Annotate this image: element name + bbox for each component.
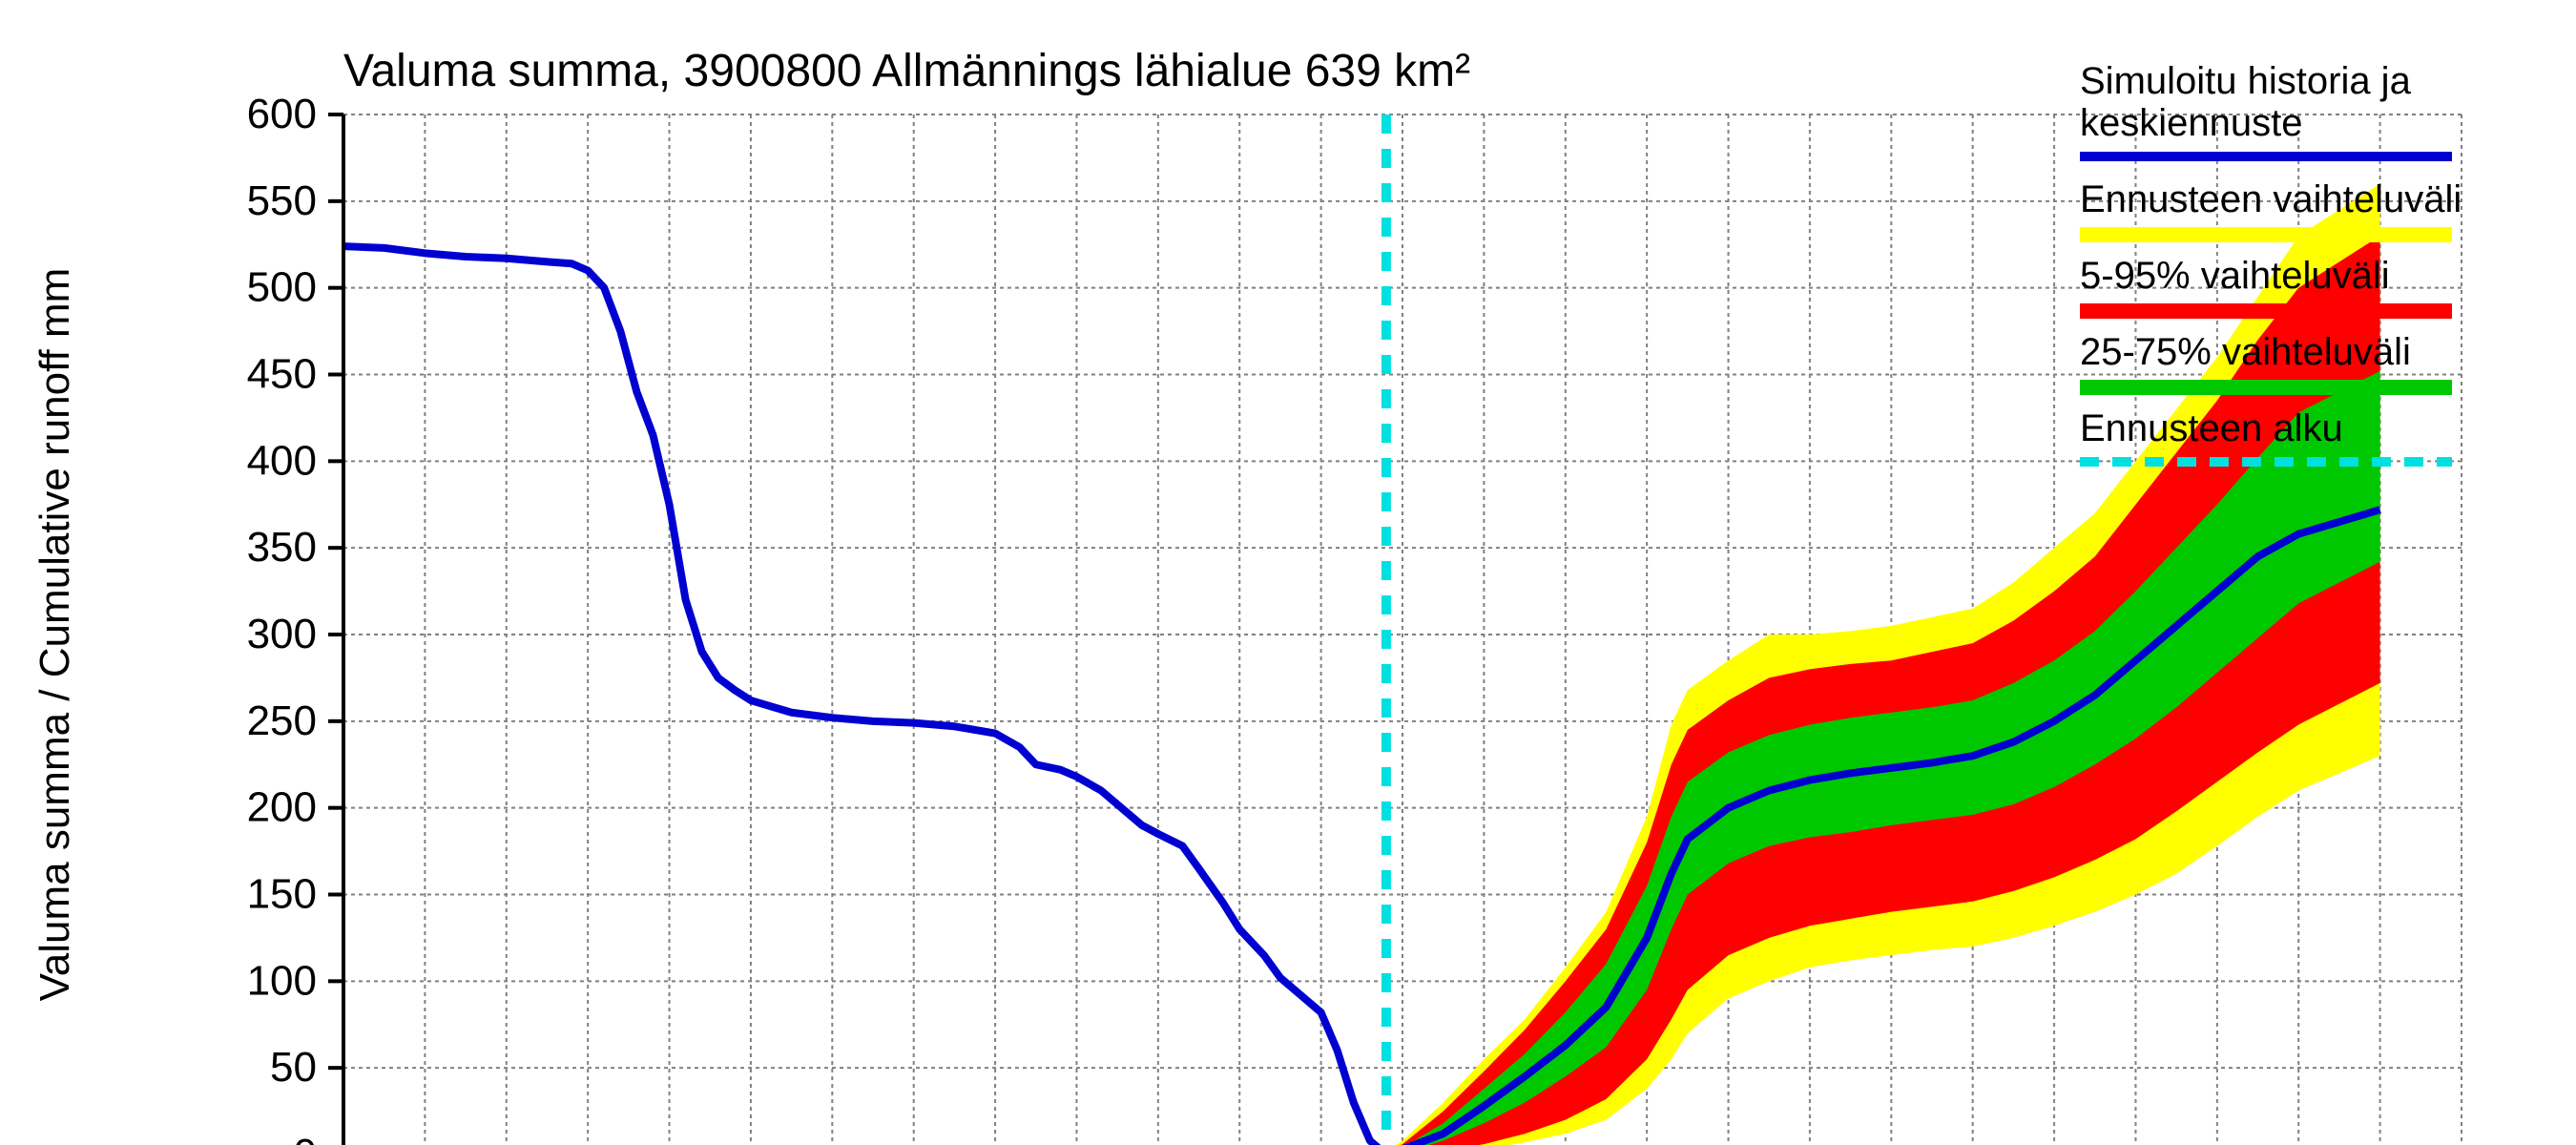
y-tick-label: 250	[247, 697, 317, 744]
y-tick-label: 100	[247, 957, 317, 1004]
legend-label: Ennusteen alku	[2080, 407, 2343, 449]
y-tick-label: 300	[247, 611, 317, 657]
legend-label: Simuloitu historia ja	[2080, 60, 2412, 102]
legend-label: 25-75% vaihteluväli	[2080, 331, 2411, 373]
y-tick-label: 150	[247, 871, 317, 918]
legend-label: 5-95% vaihteluväli	[2080, 255, 2390, 297]
chart-title: Valuma summa, 3900800 Allmännings lähial…	[343, 46, 1470, 96]
y-tick-label: 0	[294, 1131, 317, 1145]
legend-label: Ennusteen vaihteluväli	[2080, 178, 2462, 220]
y-tick-label: 450	[247, 351, 317, 398]
runoff-chart: 050100150200250300350400450500550600XIII…	[0, 0, 2576, 1145]
y-tick-label: 400	[247, 437, 317, 484]
y-axis-label: Valuma summa / Cumulative runoff mm	[31, 268, 78, 1002]
y-tick-label: 50	[270, 1044, 317, 1091]
legend-label: keskiennuste	[2080, 102, 2302, 144]
y-tick-label: 550	[247, 177, 317, 224]
y-tick-label: 200	[247, 784, 317, 831]
y-tick-label: 350	[247, 524, 317, 571]
legend-swatch-icon	[2080, 227, 2452, 242]
legend-swatch-icon	[2080, 380, 2452, 395]
legend-swatch-icon	[2080, 303, 2452, 319]
y-tick-label: 500	[247, 264, 317, 311]
y-tick-label: 600	[247, 91, 317, 137]
